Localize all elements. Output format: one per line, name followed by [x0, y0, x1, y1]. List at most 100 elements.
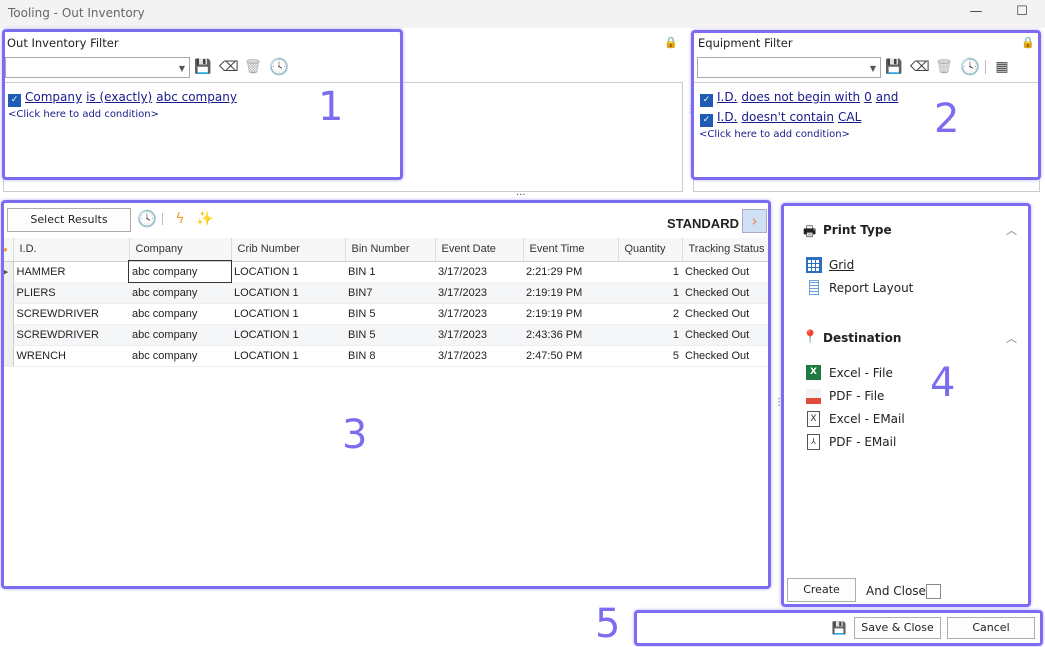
condition-operator[interactable]: doesn't contain	[741, 110, 834, 124]
table-cell[interactable]: BIN 1	[345, 261, 435, 283]
vertical-splitter[interactable]: ⋮	[774, 397, 784, 408]
column-header[interactable]: Event Date	[435, 238, 524, 262]
column-header[interactable]: Quantity	[618, 238, 683, 262]
table-cell[interactable]: LOCATION 1	[231, 303, 345, 325]
magic-wand-icon[interactable]: ✨	[196, 211, 214, 227]
minimize-icon[interactable]: —	[969, 4, 983, 19]
table-row[interactable]: ▶ HAMMER abc company LOCATION 1 BIN 1 3/17/20…	[3, 260, 768, 283]
table-cell[interactable]: abc company	[129, 303, 231, 325]
condition-value[interactable]: abc company	[156, 90, 237, 104]
lightning-icon[interactable]: ϟ	[175, 211, 185, 227]
table-cell[interactable]: 1	[618, 261, 682, 283]
table-cell[interactable]: 1	[618, 282, 682, 304]
save-icon[interactable]: 💾	[194, 59, 212, 75]
table-cell[interactable]: 2:43:36 PM	[523, 324, 618, 346]
table-cell[interactable]: abc company	[129, 345, 231, 367]
history-icon[interactable]: 🕓	[960, 57, 980, 76]
table-row[interactable]: SCREWDRIVER abc company LOCATION 1 BIN 5 3/1…	[3, 303, 768, 325]
trash-icon[interactable]: 🗑	[244, 59, 262, 75]
condition-field[interactable]: Company	[25, 90, 83, 104]
condition-join[interactable]: and	[875, 90, 899, 104]
eraser-icon[interactable]: ⌫	[910, 59, 930, 75]
add-condition-link[interactable]: <Click here to add condition>	[8, 109, 159, 120]
condition-checkbox[interactable]: ✓	[700, 114, 713, 127]
condition-row[interactable]: ✓ Company is (exactly) abc company	[8, 90, 241, 107]
table-cell[interactable]: 1	[618, 324, 682, 346]
select-results-button[interactable]: Select Results	[7, 208, 131, 232]
table-cell[interactable]: SCREWDRIVER	[13, 324, 129, 346]
column-header[interactable]: I.D.	[13, 238, 130, 262]
table-cell[interactable]: Checked Out	[682, 345, 768, 367]
table-cell[interactable]: BIN 8	[345, 345, 435, 367]
table-cell[interactable]: Checked Out	[682, 303, 768, 325]
condition-row[interactable]: ✓ I.D. doesn't contain CAL	[700, 110, 865, 127]
history-icon[interactable]: 🕓	[137, 209, 157, 228]
table-cell[interactable]: BIN 5	[345, 324, 435, 346]
results-grid[interactable]: ● I.D. Company Crib Number Bin Number Event D…	[3, 238, 769, 367]
column-header[interactable]: Company	[129, 238, 232, 262]
history-icon[interactable]: 🕓	[269, 57, 289, 76]
table-cell[interactable]: LOCATION 1	[231, 345, 345, 367]
table-cell[interactable]: 5	[618, 345, 682, 367]
row-indicator[interactable]	[3, 303, 14, 325]
column-header[interactable]: Event Time	[523, 238, 619, 262]
and-close-checkbox[interactable]	[926, 584, 941, 599]
condition-operator[interactable]: does not begin with	[741, 90, 861, 104]
condition-value[interactable]: CAL	[837, 110, 862, 124]
create-button[interactable]: Create	[787, 578, 856, 602]
print-type-report-layout[interactable]: Report Layout	[829, 281, 914, 295]
condition-checkbox[interactable]: ✓	[700, 94, 713, 107]
table-cell[interactable]: LOCATION 1	[231, 324, 345, 346]
table-row[interactable]: SCREWDRIVER abc company LOCATION 1 BIN 5 3/1…	[3, 324, 768, 346]
column-header[interactable]: Bin Number	[345, 238, 436, 262]
condition-operator[interactable]: is (exactly)	[86, 90, 153, 104]
table-cell[interactable]: Checked Out	[682, 282, 768, 304]
row-indicator[interactable]	[3, 282, 14, 304]
cancel-button[interactable]: Cancel	[947, 617, 1035, 639]
condition-field[interactable]: I.D.	[717, 110, 738, 124]
trash-icon[interactable]: 🗑	[935, 59, 953, 75]
chevron-right-icon[interactable]: ›	[742, 209, 767, 233]
table-filter-icon[interactable]: ▦	[995, 59, 1009, 75]
table-cell[interactable]: Checked Out	[682, 324, 768, 346]
chevron-up-icon[interactable]: ︿	[1006, 224, 1017, 237]
table-cell[interactable]: BIN7	[345, 282, 435, 304]
chevron-up-icon[interactable]: ︿	[1006, 332, 1017, 345]
table-row[interactable]: PLIERS abc company LOCATION 1 BIN7 3/17/2023…	[3, 282, 768, 304]
destination-pdf-email[interactable]: PDF - EMail	[829, 435, 897, 449]
destination-pdf-file[interactable]: PDF - File	[829, 389, 885, 403]
horizontal-splitter[interactable]: ···	[516, 190, 526, 201]
print-type-grid[interactable]: Grid	[829, 258, 855, 272]
table-cell[interactable]: BIN 5	[345, 303, 435, 325]
table-cell[interactable]: 3/17/2023	[435, 345, 523, 367]
table-cell[interactable]: 2:19:19 PM	[523, 303, 618, 325]
maximize-icon[interactable]: ☐	[1016, 4, 1028, 19]
eraser-icon[interactable]: ⌫	[219, 59, 239, 75]
out-filter-combo[interactable]: ▼	[5, 57, 190, 78]
save-icon[interactable]: 💾	[885, 59, 903, 75]
column-header[interactable]: Crib Number	[231, 238, 346, 262]
table-cell[interactable]: abc company	[129, 324, 231, 346]
table-cell[interactable]: 3/17/2023	[435, 282, 523, 304]
destination-excel-file[interactable]: Excel - File	[829, 366, 893, 380]
table-cell[interactable]: 3/17/2023	[435, 324, 523, 346]
table-cell[interactable]: SCREWDRIVER	[13, 303, 129, 325]
save-icon[interactable]: 💾	[831, 621, 847, 635]
table-cell[interactable]: abc company	[129, 282, 231, 304]
equipment-filter-combo[interactable]: ▼	[697, 57, 881, 78]
table-cell[interactable]: HAMMER	[13, 261, 129, 283]
table-cell[interactable]: WRENCH	[13, 345, 129, 367]
table-cell[interactable]: 2:47:50 PM	[523, 345, 618, 367]
destination-excel-email[interactable]: Excel - EMail	[829, 412, 905, 426]
table-cell[interactable]: 2:19:19 PM	[523, 282, 618, 304]
row-indicator[interactable]	[3, 324, 14, 346]
table-cell[interactable]: LOCATION 1	[231, 261, 345, 283]
table-cell[interactable]: 2:21:29 PM	[523, 261, 618, 283]
condition-row[interactable]: ✓ I.D. does not begin with 0 and	[700, 90, 902, 107]
table-cell[interactable]: abc company	[128, 260, 232, 283]
row-indicator[interactable]	[3, 345, 14, 367]
column-header[interactable]: Tracking Status	[682, 238, 769, 262]
table-cell[interactable]: PLIERS	[13, 282, 129, 304]
table-cell[interactable]: Checked Out	[682, 261, 768, 283]
condition-field[interactable]: I.D.	[717, 90, 738, 104]
